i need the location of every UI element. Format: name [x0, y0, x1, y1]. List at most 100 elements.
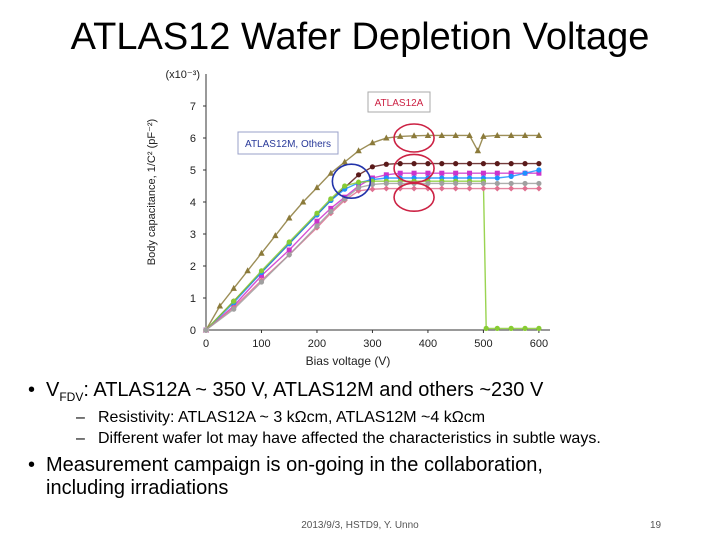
data-point [369, 139, 376, 146]
data-point [480, 185, 487, 192]
data-point [508, 161, 514, 167]
data-point [216, 302, 224, 309]
data-point [341, 158, 348, 165]
data-point [438, 131, 446, 138]
data-point [466, 185, 473, 192]
data-point [494, 180, 500, 187]
data-point [508, 170, 514, 176]
data-point [536, 170, 542, 176]
data-point [369, 164, 376, 170]
data-point [314, 210, 320, 216]
data-point [424, 131, 432, 138]
data-point [522, 180, 528, 187]
data-point [313, 184, 321, 191]
y-tick-label: 3 [190, 229, 196, 241]
highlight-ellipse-atlas12a [393, 123, 435, 153]
data-point [480, 180, 487, 187]
data-point [536, 180, 542, 187]
x-tick-label: 300 [363, 338, 381, 350]
data-point [453, 170, 459, 176]
data-point [410, 132, 418, 139]
data-point [480, 132, 487, 139]
y-tick-label: 2 [190, 261, 196, 273]
data-point [480, 161, 487, 167]
data-point [369, 186, 376, 193]
data-point [383, 172, 389, 178]
data-point [355, 147, 362, 154]
bullet-vfdv: • VFDV: ATLAS12A ~ 350 V, ATLAS12M and ot… [28, 378, 543, 409]
annotation-box-atlas12a [367, 91, 431, 113]
x-tick-label: 600 [530, 338, 548, 350]
data-point [466, 161, 473, 167]
bullet-marker: • [28, 379, 36, 401]
data-point [411, 161, 417, 167]
data-point [453, 161, 459, 167]
bullet-measurement-line1: Measurement campaign is on-going in the … [46, 454, 543, 476]
data-point [383, 180, 389, 187]
x-tick-label: 100 [252, 338, 270, 350]
y-tick-label: 1 [190, 293, 196, 305]
data-point [342, 183, 348, 189]
data-point [522, 185, 529, 192]
data-point [494, 325, 500, 331]
sub-bullet-resistivity: – Resistivity: ATLAS12A ~ 3 kΩcm, ATLAS12… [76, 408, 485, 427]
x-tick-label: 400 [419, 338, 437, 350]
data-point [474, 147, 482, 154]
data-point [466, 131, 473, 138]
data-point [383, 134, 390, 141]
bullet-vfdv-text: : ATLAS12A ~ 350 V, ATLAS12M and others … [83, 379, 544, 401]
series-line [205, 180, 539, 331]
x-tick-label: 0 [203, 338, 209, 350]
data-point [536, 167, 542, 173]
data-point [522, 161, 528, 167]
data-point [439, 170, 445, 176]
dash-marker: – [76, 409, 85, 426]
data-point [203, 327, 209, 333]
data-point [355, 179, 362, 185]
data-point [508, 185, 515, 192]
data-point [286, 247, 292, 253]
data-point [383, 161, 389, 167]
annotation-box-atlas12m [237, 131, 339, 155]
sub-bullet-resistivity-text: Resistivity: ATLAS12A ~ 3 kΩcm, ATLAS12M… [98, 409, 486, 426]
data-point [286, 252, 292, 258]
x-tick-label: 500 [474, 338, 492, 350]
data-point [328, 205, 334, 211]
annotation-label-atlas12a: ATLAS12A [375, 98, 424, 109]
slide-title: ATLAS12 Wafer Depletion Voltage [70, 16, 650, 58]
series-line [205, 172, 539, 331]
data-point [453, 180, 459, 187]
data-point [439, 180, 445, 187]
data-point [425, 180, 431, 187]
data-point [425, 170, 431, 176]
data-point [397, 180, 403, 187]
data-point [258, 268, 265, 274]
depletion-voltage-chart: 0 1 2 3 4 5 6 7 0 100 200 300 400 500 600 Bias voltage … [146, 69, 550, 368]
data-point [438, 185, 445, 192]
data-point [494, 131, 501, 138]
sub-bullet-wafer-lot-text: Different wafer lot may have affected th… [98, 430, 601, 447]
dash-marker: – [76, 430, 85, 447]
bullet-vfdv-v: V [46, 379, 60, 401]
y-tick-label: 0 [190, 325, 196, 337]
data-point [522, 170, 528, 176]
series-line [205, 169, 540, 331]
data-point [244, 267, 251, 274]
bullet-measurement-line2: including irradiations [46, 477, 229, 499]
data-point [508, 173, 514, 179]
y-tick-label: 7 [190, 101, 196, 113]
data-point [508, 180, 514, 187]
data-point [480, 170, 486, 176]
data-point [314, 223, 320, 229]
y-axis-label: Body capacitance, 1/C² (pF⁻²) [146, 119, 158, 265]
data-point [411, 185, 418, 192]
data-point [383, 185, 390, 192]
data-point [467, 170, 473, 176]
data-point [508, 325, 514, 331]
y-multiplier-label: (x10⁻³) [165, 69, 200, 81]
data-point [494, 161, 500, 167]
data-point [535, 131, 543, 138]
highlight-ellipse-atlas12m [331, 163, 372, 199]
data-point [397, 170, 403, 176]
data-point [494, 170, 500, 176]
